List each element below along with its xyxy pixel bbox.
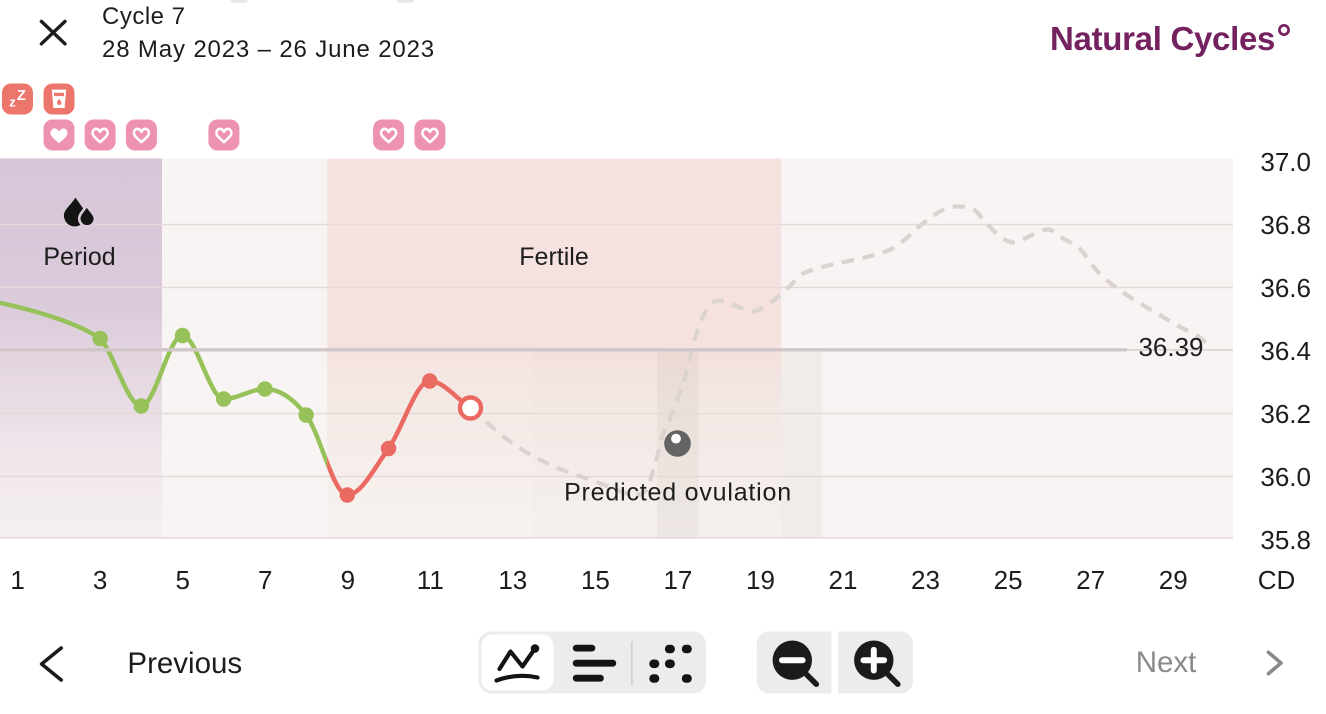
svg-text:23: 23 <box>911 565 940 595</box>
svg-text:Next: Next <box>1136 646 1197 679</box>
svg-text:Predicted ovulation: Predicted ovulation <box>564 479 792 507</box>
svg-text:5: 5 <box>175 565 189 595</box>
svg-text:CD: CD <box>1258 565 1296 595</box>
svg-text:36.4: 36.4 <box>1260 336 1311 366</box>
svg-text:37.0: 37.0 <box>1260 147 1311 177</box>
svg-text:Period: Period <box>43 243 115 271</box>
svg-text:Cycle 7: Cycle 7 <box>102 3 186 30</box>
svg-text:3: 3 <box>93 565 107 595</box>
svg-text:Fertile: Fertile <box>519 243 588 271</box>
svg-text:35.8: 35.8 <box>1260 525 1311 555</box>
svg-text:36.8: 36.8 <box>1260 210 1311 240</box>
svg-text:Natural Cycles: Natural Cycles <box>1050 20 1275 57</box>
svg-text:21: 21 <box>829 565 858 595</box>
svg-text:36.6: 36.6 <box>1260 273 1311 303</box>
svg-text:36.39: 36.39 <box>1138 332 1203 362</box>
svg-text:1: 1 <box>10 565 24 595</box>
svg-text:36.0: 36.0 <box>1260 462 1311 492</box>
svg-text:7: 7 <box>258 565 272 595</box>
svg-text:Z: Z <box>17 88 26 104</box>
svg-text:Previous: Previous <box>127 647 242 680</box>
svg-text:15: 15 <box>581 565 610 595</box>
svg-text:13: 13 <box>498 565 527 595</box>
svg-text:29: 29 <box>1159 565 1188 595</box>
svg-text:z: z <box>9 94 16 109</box>
svg-text:11: 11 <box>417 565 444 595</box>
svg-text:9: 9 <box>341 565 355 595</box>
svg-text:28 May 2023 – 26 June 2023: 28 May 2023 – 26 June 2023 <box>102 36 435 63</box>
svg-text:25: 25 <box>994 565 1023 595</box>
svg-text:17: 17 <box>663 565 692 595</box>
svg-text:36.2: 36.2 <box>1260 399 1311 429</box>
svg-text:19: 19 <box>746 565 775 595</box>
svg-text:27: 27 <box>1076 565 1105 595</box>
